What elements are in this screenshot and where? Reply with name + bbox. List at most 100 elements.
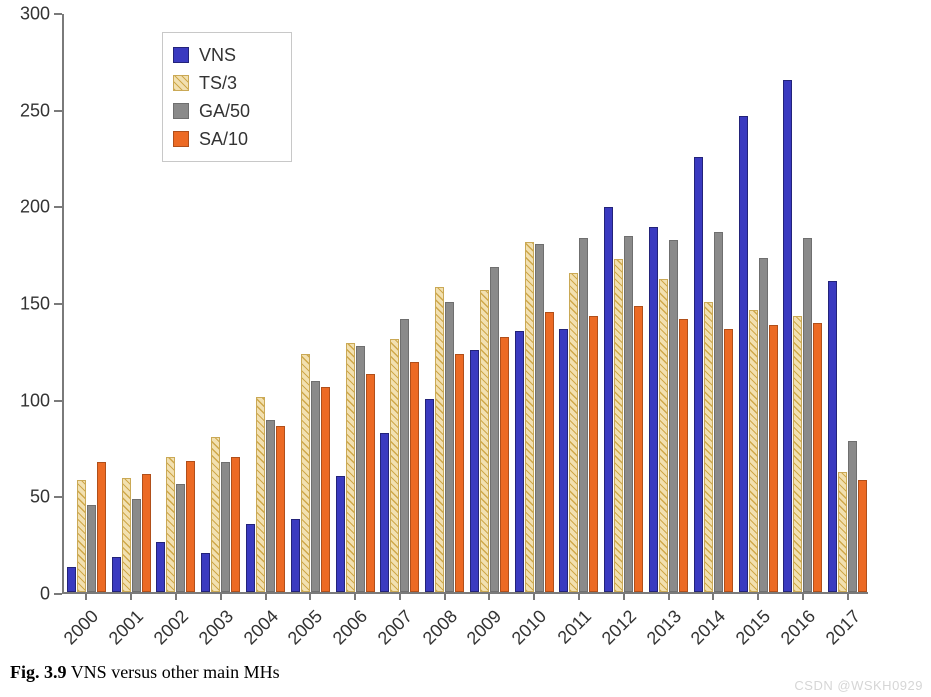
bar-ga50 <box>87 505 96 592</box>
bar-ga50 <box>221 462 230 592</box>
x-tick <box>399 592 401 600</box>
legend-swatch <box>173 103 189 119</box>
bar-sa10 <box>589 316 598 592</box>
bar-ga50 <box>490 267 499 592</box>
x-tick <box>130 592 132 600</box>
x-axis-label: 2015 <box>732 606 775 649</box>
legend-swatch <box>173 47 189 63</box>
bar-ts3 <box>838 472 847 592</box>
bar-ts3 <box>77 480 86 592</box>
bar-ts3 <box>211 437 220 592</box>
legend-item: SA/10 <box>173 125 277 153</box>
bar-vns <box>336 476 345 592</box>
bar-vns <box>828 281 837 592</box>
x-axis-label: 2003 <box>194 606 237 649</box>
x-axis-label: 2009 <box>463 606 506 649</box>
bar-ga50 <box>400 319 409 592</box>
x-axis-label: 2014 <box>687 606 730 649</box>
bar-ga50 <box>579 238 588 592</box>
x-tick <box>309 592 311 600</box>
x-axis-label: 2000 <box>60 606 103 649</box>
x-tick <box>533 592 535 600</box>
x-axis-label: 2004 <box>239 606 282 649</box>
bar-sa10 <box>276 426 285 592</box>
y-axis-label: 150 <box>0 294 50 315</box>
y-axis-label: 250 <box>0 100 50 121</box>
bar-vns <box>783 80 792 592</box>
bar-ga50 <box>624 236 633 592</box>
y-tick <box>54 206 62 208</box>
bar-ga50 <box>266 420 275 592</box>
bar-sa10 <box>813 323 822 592</box>
legend-label: SA/10 <box>199 129 248 150</box>
bar-sa10 <box>634 306 643 592</box>
legend-swatch <box>173 131 189 147</box>
bar-ga50 <box>356 346 365 592</box>
x-tick <box>623 592 625 600</box>
bar-ga50 <box>132 499 141 592</box>
bar-ts3 <box>704 302 713 592</box>
bar-ga50 <box>445 302 454 592</box>
bar-vns <box>739 116 748 592</box>
x-axis-label: 2013 <box>642 606 685 649</box>
y-axis-label: 200 <box>0 197 50 218</box>
bar-ts3 <box>614 259 623 592</box>
bar-sa10 <box>97 462 106 592</box>
bar-ga50 <box>669 240 678 592</box>
bar-sa10 <box>679 319 688 592</box>
bar-ts3 <box>390 339 399 592</box>
bar-vns <box>470 350 479 592</box>
x-tick <box>757 592 759 600</box>
bar-ts3 <box>659 279 668 592</box>
bar-ts3 <box>256 397 265 592</box>
bar-ga50 <box>759 258 768 592</box>
x-tick <box>354 592 356 600</box>
bar-sa10 <box>858 480 867 592</box>
x-tick <box>847 592 849 600</box>
x-axis-label: 2017 <box>821 606 864 649</box>
x-tick <box>488 592 490 600</box>
x-axis-label: 2012 <box>597 606 640 649</box>
figure-number: Fig. 3.9 <box>10 662 67 682</box>
bar-vns <box>425 399 434 592</box>
legend-label: TS/3 <box>199 73 237 94</box>
bar-ts3 <box>749 310 758 592</box>
x-tick <box>802 592 804 600</box>
y-tick <box>54 496 62 498</box>
x-tick <box>668 592 670 600</box>
legend-label: GA/50 <box>199 101 250 122</box>
bar-ga50 <box>176 484 185 592</box>
x-axis-label: 2010 <box>508 606 551 649</box>
legend-swatch <box>173 75 189 91</box>
legend-item: GA/50 <box>173 97 277 125</box>
bar-vns <box>246 524 255 592</box>
bar-ts3 <box>166 457 175 592</box>
chart-legend: VNS TS/3 GA/50 SA/10 <box>162 32 292 162</box>
bar-sa10 <box>186 461 195 592</box>
bar-sa10 <box>366 374 375 592</box>
bar-vns <box>380 433 389 592</box>
x-tick <box>175 592 177 600</box>
bar-ts3 <box>346 343 355 592</box>
bar-ts3 <box>569 273 578 592</box>
legend-label: VNS <box>199 45 236 66</box>
x-axis-label: 2008 <box>418 606 461 649</box>
bar-vns <box>156 542 165 592</box>
x-tick <box>265 592 267 600</box>
bar-ga50 <box>714 232 723 592</box>
bar-vns <box>201 553 210 592</box>
figure-title: VNS versus other main MHs <box>71 662 280 682</box>
x-axis-label: 2016 <box>777 606 820 649</box>
bar-sa10 <box>231 457 240 592</box>
watermark-text: CSDN @WSKH0929 <box>794 678 923 693</box>
bar-ts3 <box>301 354 310 592</box>
bar-sa10 <box>500 337 509 592</box>
y-tick <box>54 593 62 595</box>
x-axis-label: 2005 <box>284 606 327 649</box>
y-axis-label: 0 <box>0 584 50 605</box>
bar-vns <box>604 207 613 592</box>
x-tick <box>444 592 446 600</box>
y-tick <box>54 400 62 402</box>
bar-vns <box>559 329 568 592</box>
bar-vns <box>515 331 524 592</box>
